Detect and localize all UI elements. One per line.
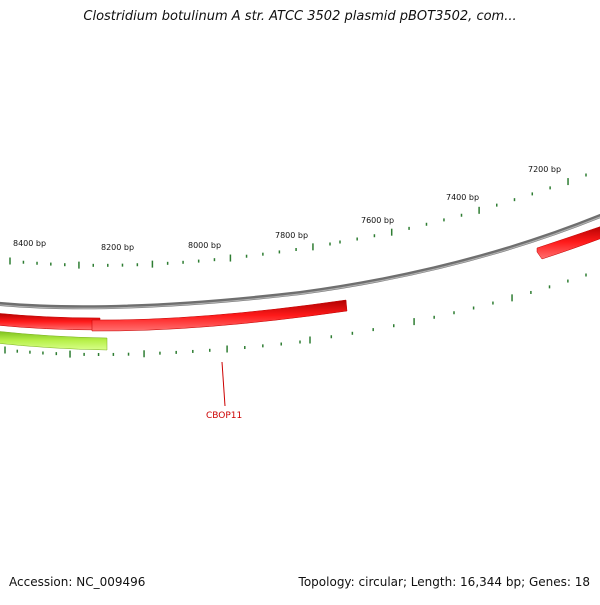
gene-red-right[interactable] <box>536 225 600 260</box>
scale-label-7800: 7800 bp <box>275 231 308 240</box>
scale-labels: 8400 bp 8200 bp 8000 bp 7800 bp 7600 bp … <box>13 165 561 252</box>
gene-green-left[interactable] <box>0 331 108 351</box>
inner-scale-ticks <box>4 273 587 358</box>
scale-label-8400: 8400 bp <box>13 239 46 248</box>
gene-red-left[interactable] <box>0 313 101 331</box>
page-title: Clostridium botulinum A str. ATCC 3502 p… <box>83 9 517 24</box>
scale-label-8000: 8000 bp <box>188 241 221 250</box>
gene-label-cbop11: CBOP11 <box>206 411 242 421</box>
outer-scale-ticks <box>9 173 587 269</box>
plasmid-backbone-highlight <box>0 216 600 309</box>
gene-red-middle[interactable] <box>91 299 348 332</box>
gene-label-leader-line <box>221 361 226 407</box>
scale-label-7400: 7400 bp <box>446 193 479 202</box>
summary-text: Topology: circular; Length: 16,344 bp; G… <box>298 575 590 589</box>
scale-label-7200: 7200 bp <box>528 165 561 174</box>
accession-text: Accession: NC_009496 <box>9 575 146 589</box>
scale-label-8200: 8200 bp <box>101 243 134 252</box>
scale-label-7600: 7600 bp <box>361 216 394 225</box>
plasmid-backbone <box>0 213 600 310</box>
